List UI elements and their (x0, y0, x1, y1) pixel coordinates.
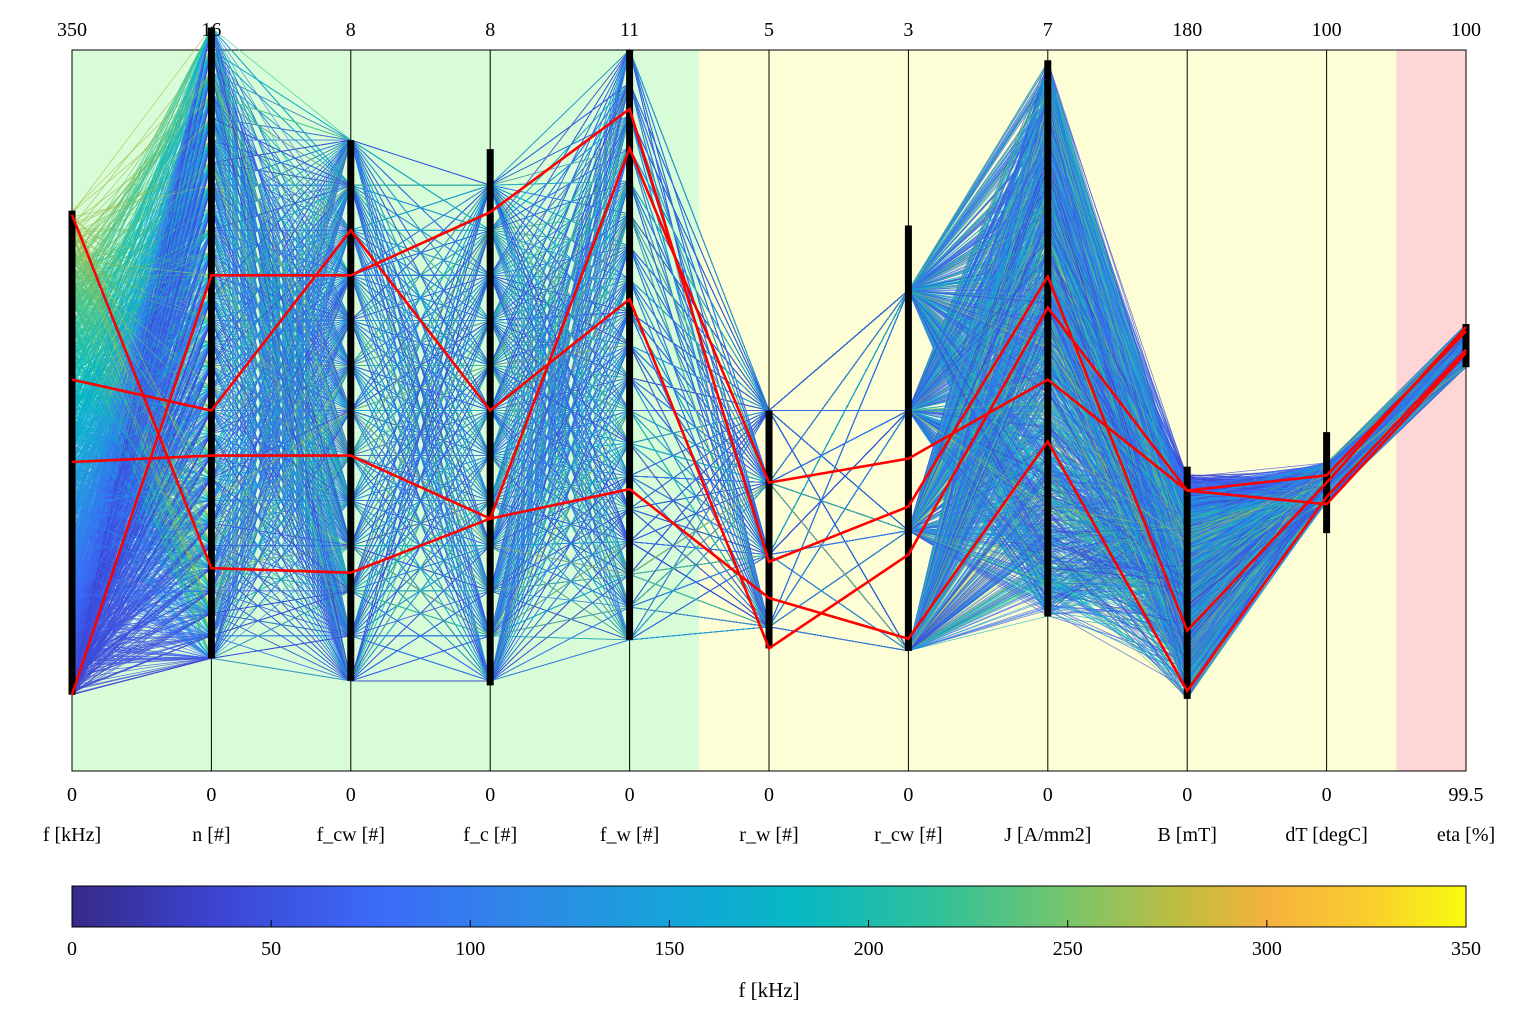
colorbar-ticks: 0 50 100 150 200 250 300 350 (67, 920, 1481, 960)
axis-name-label: r_w [#] (739, 824, 798, 846)
axis-min-label: 0 (625, 784, 635, 806)
axis-min-label: 0 (1043, 784, 1053, 806)
colorbar-tick-label: 50 (261, 938, 281, 960)
axis-name-label: f [kHz] (43, 824, 101, 846)
highlighted-line-2[interactable] (70, 106, 1467, 696)
axis-max-label: 16 (201, 19, 221, 41)
axis-max-label: 350 (57, 19, 87, 41)
axis-min-label: 0 (764, 784, 774, 806)
colorbar-tick-label: 200 (854, 938, 884, 960)
axis-max-label: 5 (764, 19, 774, 41)
colorbar-title: f [kHz] (738, 978, 799, 1002)
axis-min-label: 0 (1322, 784, 1332, 806)
axis-name-label: J [A/mm2] (1004, 824, 1091, 846)
axis-max-label: 11 (620, 19, 639, 41)
axis-max-label: 8 (346, 19, 356, 41)
highlighted-line-0[interactable] (70, 214, 1467, 694)
axis-min-label: 0 (485, 784, 495, 806)
axis-max-label: 8 (485, 19, 495, 41)
colorbar-tick-label: 300 (1252, 938, 1282, 960)
axis-min-label: 0 (67, 784, 77, 806)
axis-min-label: 0 (1182, 784, 1192, 806)
axis-name-label: dT [degC] (1285, 824, 1367, 846)
axis-name-label: eta [%] (1437, 824, 1495, 846)
axis-max-label: 100 (1451, 19, 1481, 41)
colorbar-tick-label: 0 (67, 938, 77, 960)
axis-max-label: 180 (1172, 19, 1202, 41)
axis-name-label: B [mT] (1157, 824, 1216, 846)
colorbar-tick-label: 250 (1053, 938, 1083, 960)
highlighted-line-3[interactable] (71, 144, 1467, 521)
axis-max-label: 3 (903, 19, 913, 41)
axis-min-label: 0 (206, 784, 216, 806)
colorbar-tick-label: 350 (1451, 938, 1481, 960)
axis-name-label: f_w [#] (600, 824, 659, 846)
axis-name-label: n [#] (192, 824, 230, 846)
axis-name-label: r_cw [#] (874, 824, 942, 846)
axis-min-label: 0 (346, 784, 356, 806)
axis-min-label: 0 (903, 784, 913, 806)
axis-max-label: 100 (1312, 19, 1342, 41)
axis-name-label: f_c [#] (463, 824, 517, 846)
axis-max-label: 7 (1043, 19, 1053, 41)
axis-name-label: f_cw [#] (317, 824, 385, 846)
colorbar-tick-label: 150 (654, 938, 684, 960)
highlighted-line-1[interactable] (71, 228, 1467, 651)
colorbar-tick-label: 100 (455, 938, 485, 960)
colorbar: 0 50 100 150 200 250 300 350 f [kHz] (67, 885, 1481, 1002)
colorbar-gradient (71, 885, 1467, 928)
highlighted-lines (70, 106, 1467, 696)
axis-min-label: 99.5 (1449, 784, 1484, 806)
